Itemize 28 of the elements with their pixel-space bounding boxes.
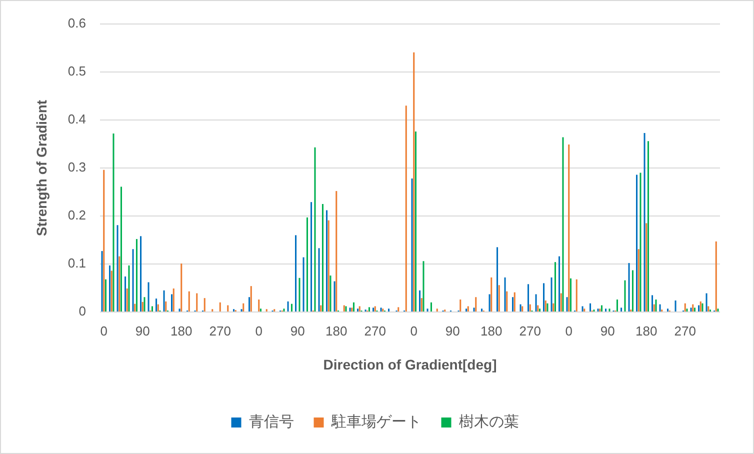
x-tick-label: 0 [410,323,418,338]
y-tick-label: 0.6 [68,16,86,31]
x-tick-label: 270 [674,323,696,338]
y-axis-title: Strength of Gradient [33,100,50,236]
x-axis-title: Direction of Gradient[deg] [323,356,497,372]
y-tick-label: 0.2 [68,208,86,223]
x-tick-label: 180 [326,323,348,338]
y-tick-label: 0.3 [68,160,86,175]
x-tick-label: 0 [255,323,262,338]
x-tick-label: 90 [290,323,305,338]
x-tick-label: 270 [209,323,231,338]
x-tick-label: 90 [600,323,615,338]
x-tick-label: 270 [364,323,386,338]
x-tick-label: 90 [135,323,150,338]
x-tick-label: 270 [519,323,541,338]
x-tick-label: 0 [565,323,572,338]
legend-label: 青信号 [248,414,294,431]
x-tick-label: 90 [445,323,460,338]
x-tick-label: 180 [170,323,192,338]
legend-label: 駐車場ゲート [330,414,422,431]
x-tick-label: 180 [480,323,502,338]
y-tick-label: 0.4 [68,112,86,127]
x-tick-label: 180 [636,323,658,338]
y-tick-label: 0 [78,304,86,319]
x-tick-label: 0 [100,323,108,338]
y-tick-label: 0.1 [68,256,86,271]
legend-label: 樹木の葉 [458,414,519,431]
y-tick-label: 0.5 [68,64,86,79]
